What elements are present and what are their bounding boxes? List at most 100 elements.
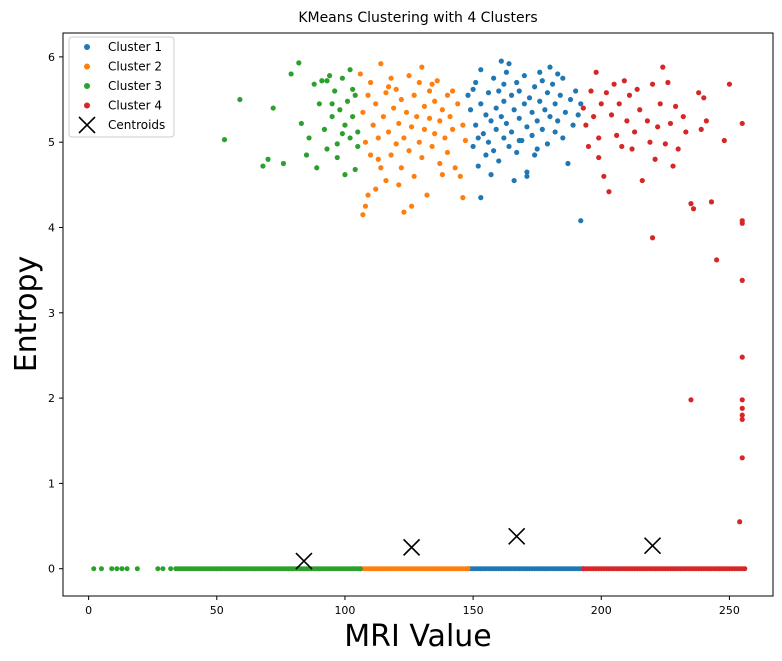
cluster-4-point [703,118,709,124]
cluster-2-point [401,135,407,141]
cluster-4-point [688,397,694,403]
cluster-1-point [508,129,515,135]
cluster-4-point [596,154,602,161]
y-axis-label: Entropy [9,256,44,373]
legend-label-centroids: Centroids [108,118,165,132]
cluster-1-point [503,69,510,75]
cluster-2-point [365,192,371,198]
cluster-1-point [544,90,551,96]
cluster-3-point [342,122,348,128]
cluster-1-point [511,177,517,184]
cluster-1-point [467,107,474,113]
cluster-1-point [547,64,553,70]
cluster-1-point [537,98,543,104]
centroid-marker [403,538,421,556]
cluster-1-point [547,113,553,120]
cluster-1-point [565,160,571,167]
cluster-2-point [411,173,417,179]
legend-label-cluster-4: Cluster 4 [108,99,162,113]
cluster-3-baseline-point [119,566,125,572]
cluster-3-baseline-point [114,566,120,572]
cluster-4-point [667,120,674,127]
cluster-2-point [442,135,448,141]
cluster-2-point [365,92,371,98]
cluster-1-point [552,101,558,107]
cluster-1-point [567,96,574,103]
cluster-4-point [665,79,671,86]
cluster-2-point [383,90,389,96]
cluster-2-point [429,143,435,150]
cluster-4-point [601,173,607,179]
cluster-4-point [739,218,745,224]
cluster-4-point [598,101,604,107]
cluster-2-point [452,165,458,171]
legend-marker-centroids [78,116,96,134]
cluster-3-point [324,78,330,84]
cluster-1-point [465,92,471,98]
cluster-2-point [439,107,445,113]
y-tick-label: 4 [48,221,55,234]
cluster-2-point [362,139,369,145]
cluster-3-baseline-point [155,566,161,572]
cluster-1-point [475,135,481,141]
cluster-3-point [355,143,361,150]
cluster-1-point [524,124,530,130]
cluster-3-point [314,165,320,171]
cluster-4-point [652,156,658,162]
cluster-1-point [503,120,510,127]
cluster-4-point [606,189,612,195]
cluster-2-point [391,105,397,111]
cluster-1-point [488,118,494,124]
cluster-1-point [524,169,530,175]
cluster-2-point [460,122,466,128]
cluster-3-baseline-point [160,566,166,572]
legend-marker-cluster-3 [84,83,90,89]
cluster-2-point [403,109,410,115]
cluster-4-point [672,103,679,109]
cluster-3-point [270,105,276,111]
cluster-1-point [498,113,504,120]
cluster-1-point [478,67,484,73]
cluster-4-point [690,206,697,212]
cluster-1-point [514,79,520,86]
cluster-2-point [370,122,376,128]
cluster-2-point [380,113,386,120]
cluster-3-baseline-point [134,566,140,572]
cluster-3-point [342,172,348,178]
legend-label-cluster-2: Cluster 2 [108,60,162,74]
legend-marker-cluster-1 [84,44,90,50]
cluster-4-point [662,141,668,147]
cluster-1-point [496,88,502,94]
cluster-4-point [698,126,704,132]
cluster-4-point [611,81,617,87]
cluster-3-point [337,107,343,113]
cluster-2-point [360,109,366,115]
cluster-3-point [344,98,351,104]
cluster-4-point [683,129,689,135]
cluster-2-point [408,203,415,209]
cluster-3-point [311,81,317,87]
cluster-1-point [516,137,522,144]
cluster-2-point [378,61,384,67]
cluster-2-point [432,98,438,104]
cluster-4-point [675,146,681,152]
y-tick-label: 6 [48,51,55,64]
cluster-3-point [350,113,356,120]
cluster-2-point [406,148,412,154]
cluster-1-point [560,135,566,141]
cluster-1-point [573,88,579,94]
cluster-4-point [737,519,743,525]
cluster-2-point [367,152,374,158]
cluster-2-point [460,195,466,201]
cluster-2-point [416,79,422,86]
cluster-1-point [542,107,548,113]
cluster-1-point [575,112,581,118]
cluster-2-point [455,101,461,107]
cluster-4-point [647,139,653,145]
cluster-4-point [624,118,630,124]
cluster-4-point [644,118,651,124]
cluster-1-point [552,129,558,135]
cluster-4-point [649,235,656,241]
cluster-1-point [560,75,566,81]
